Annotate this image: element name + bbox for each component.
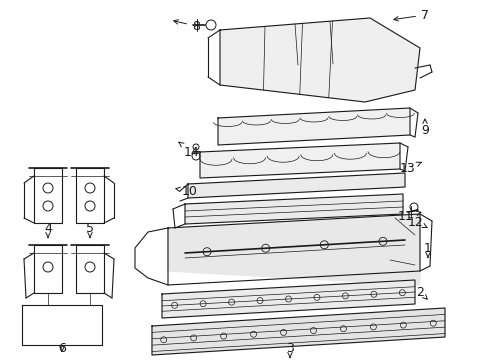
Polygon shape bbox=[220, 18, 419, 102]
Text: 9: 9 bbox=[420, 119, 428, 136]
Polygon shape bbox=[184, 194, 402, 224]
Text: 3: 3 bbox=[285, 342, 293, 357]
Polygon shape bbox=[152, 308, 444, 355]
Polygon shape bbox=[200, 143, 399, 178]
Text: 8: 8 bbox=[173, 19, 200, 32]
Polygon shape bbox=[168, 214, 419, 285]
Text: 1: 1 bbox=[423, 242, 431, 257]
Text: 11: 11 bbox=[397, 210, 420, 222]
Text: 2: 2 bbox=[415, 285, 427, 299]
Text: 4: 4 bbox=[44, 221, 52, 237]
Text: 6: 6 bbox=[58, 342, 66, 355]
Text: 10: 10 bbox=[175, 185, 198, 198]
Polygon shape bbox=[187, 173, 404, 198]
Text: 12: 12 bbox=[407, 216, 426, 229]
Text: 5: 5 bbox=[86, 221, 94, 237]
Text: 14: 14 bbox=[179, 142, 200, 158]
Text: 13: 13 bbox=[399, 162, 421, 175]
Polygon shape bbox=[162, 280, 414, 318]
Text: 7: 7 bbox=[393, 9, 428, 22]
Polygon shape bbox=[218, 108, 409, 145]
